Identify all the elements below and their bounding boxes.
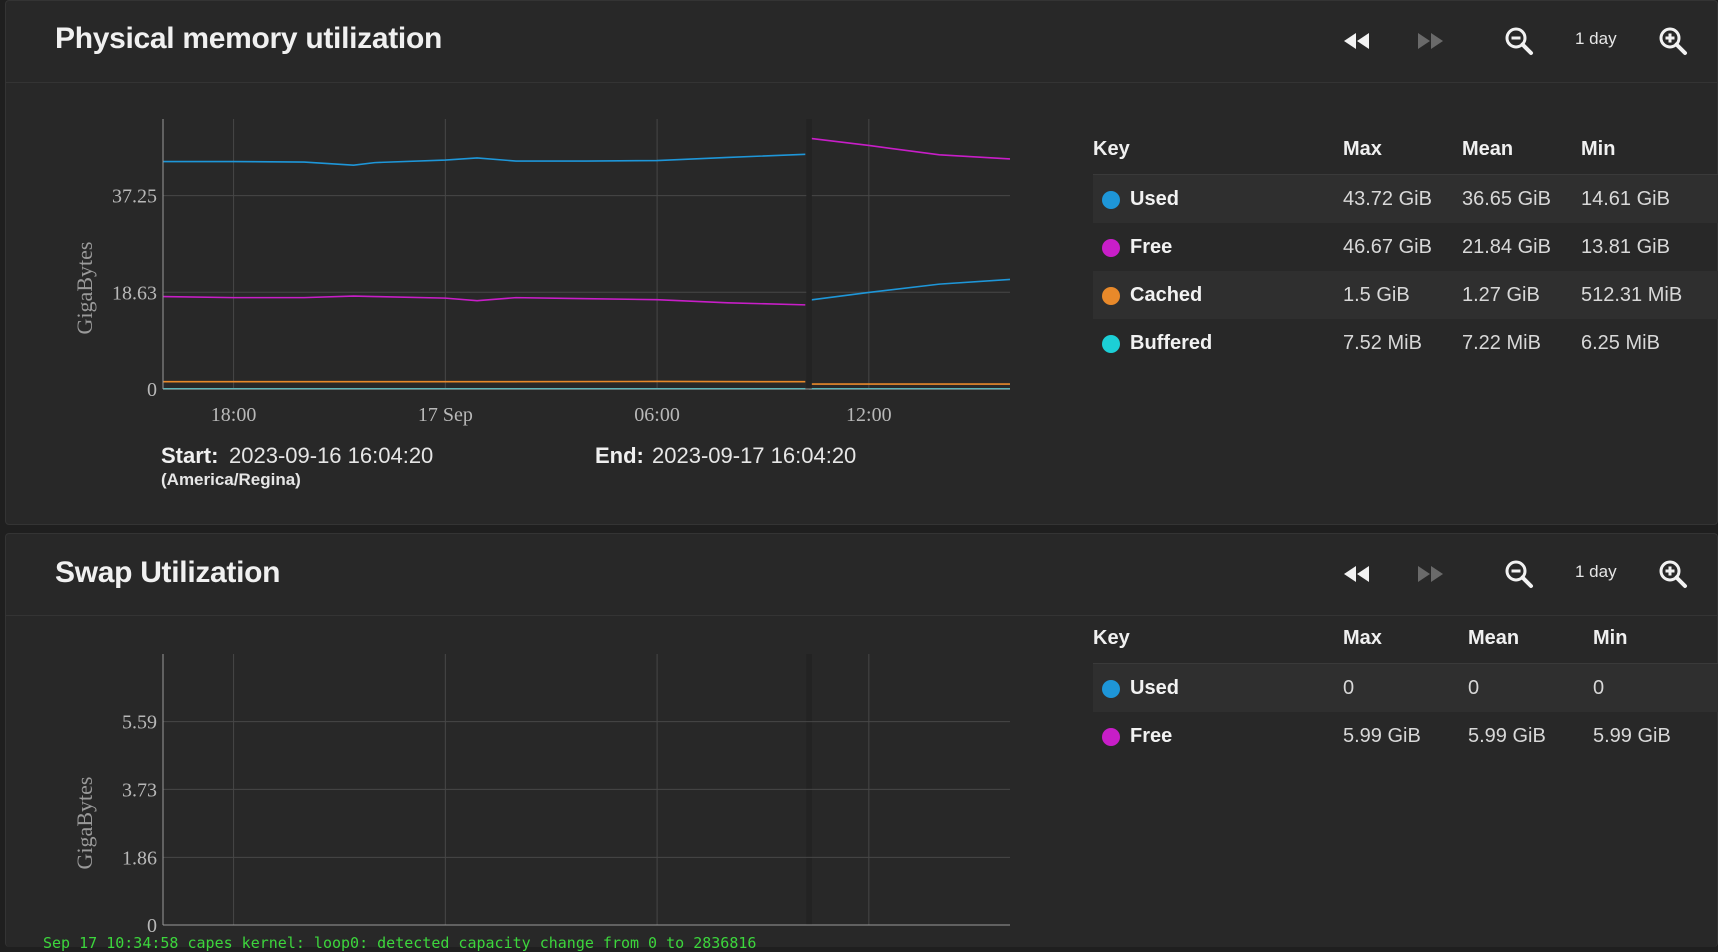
legend-header-min: Min <box>1581 138 1615 161</box>
legend-min: 14.61 GiB <box>1581 188 1670 211</box>
fast-forward-icon <box>1415 564 1445 584</box>
free-color-dot <box>1102 728 1120 746</box>
fast-forward-icon <box>1415 31 1445 51</box>
end-label: End: <box>595 443 644 469</box>
y-tick-label: 0 <box>147 379 157 401</box>
zoom-out-icon <box>1503 25 1535 57</box>
x-tick-label: 18:00 <box>211 404 257 426</box>
rewind-button[interactable] <box>1337 556 1377 592</box>
zoom-level-label: 1 day <box>1575 29 1617 49</box>
legend-row-free[interactable]: Free 46.67 GiB 21.84 GiB 13.81 GiB <box>1093 223 1718 271</box>
timezone-label: (America/Regina) <box>161 470 301 490</box>
legend-mean: 7.22 MiB <box>1462 332 1541 355</box>
legend-mean: 21.84 GiB <box>1462 236 1551 259</box>
legend-mean: 0 <box>1468 677 1479 700</box>
legend-max: 5.99 GiB <box>1343 725 1421 748</box>
swap-legend-table: Key Max Mean Min Used 0 0 0 Free 5.99 Gi… <box>1093 615 1718 760</box>
data-gap <box>806 119 812 389</box>
y-tick-label: 3.73 <box>122 779 157 801</box>
used-color-dot <box>1102 680 1120 698</box>
legend-mean: 36.65 GiB <box>1462 188 1551 211</box>
memory-chart-labels: 37.25 18.63 0 18:00 17 Sep 06:00 12:00 GigaByte… <box>72 186 892 426</box>
swap-panel: Swap Utilization 1 day <box>5 533 1718 947</box>
cached-color-dot <box>1102 287 1120 305</box>
zoom-out-button[interactable] <box>1499 556 1539 592</box>
legend-header-mean: Mean <box>1462 138 1513 161</box>
series-line-free <box>163 296 805 305</box>
rewind-icon <box>1342 564 1372 584</box>
zoom-out-icon <box>1503 558 1535 590</box>
legend-key: Cached <box>1130 284 1202 307</box>
zoom-in-button[interactable] <box>1653 23 1693 59</box>
used-color-dot <box>1102 191 1120 209</box>
legend-header-key: Key <box>1093 138 1130 161</box>
start-label: Start: <box>161 443 218 469</box>
legend-max: 43.72 GiB <box>1343 188 1432 211</box>
legend-header-max: Max <box>1343 138 1382 161</box>
zoom-out-button[interactable] <box>1499 23 1539 59</box>
legend-row-used[interactable]: Used 0 0 0 <box>1093 664 1718 712</box>
legend-header-key: Key <box>1093 627 1130 650</box>
legend-header-row: Key Max Mean Min <box>1093 615 1718 664</box>
legend-min: 13.81 GiB <box>1581 236 1670 259</box>
legend-min: 6.25 MiB <box>1581 332 1660 355</box>
series-line-used <box>809 279 1010 300</box>
legend-key: Free <box>1130 725 1172 748</box>
legend-row-free[interactable]: Free 5.99 GiB 5.99 GiB 5.99 GiB <box>1093 712 1718 760</box>
legend-max: 7.52 MiB <box>1343 332 1422 355</box>
free-color-dot <box>1102 239 1120 257</box>
legend-min: 512.31 MiB <box>1581 284 1682 307</box>
start-value: 2023-09-16 16:04:20 <box>229 443 433 469</box>
legend-max: 46.67 GiB <box>1343 236 1432 259</box>
y-tick-label: 37.25 <box>112 186 157 208</box>
y-axis-title: GigaBytes <box>72 242 97 335</box>
legend-min: 0 <box>1593 677 1604 700</box>
y-tick-label: 1.86 <box>122 847 157 869</box>
zoom-level-label: 1 day <box>1575 562 1617 582</box>
memory-chart-axes <box>163 119 1010 389</box>
end-value: 2023-09-17 16:04:20 <box>652 443 856 469</box>
legend-header-row: Key Max Mean Min <box>1093 126 1718 175</box>
legend-key: Used <box>1130 188 1179 211</box>
legend-row-buffered[interactable]: Buffered 7.52 MiB 7.22 MiB 6.25 MiB <box>1093 319 1718 367</box>
zoom-in-icon <box>1657 25 1689 57</box>
memory-chart-grid <box>163 119 1010 389</box>
legend-header-max: Max <box>1343 627 1382 650</box>
swap-chart-grid <box>163 654 1010 925</box>
legend-key: Free <box>1130 236 1172 259</box>
zoom-in-icon <box>1657 558 1689 590</box>
memory-legend-table: Key Max Mean Min Used 43.72 GiB 36.65 Gi… <box>1093 126 1718 367</box>
legend-max: 0 <box>1343 677 1354 700</box>
memory-panel: Physical memory utilization 1 day <box>5 0 1718 525</box>
legend-max: 1.5 GiB <box>1343 284 1410 307</box>
console-log-line: Sep 17 10:34:58 capes kernel: loop0: det… <box>43 934 756 952</box>
series-line-free <box>809 138 1010 159</box>
legend-header-mean: Mean <box>1468 627 1519 650</box>
legend-key: Buffered <box>1130 332 1212 355</box>
fast-forward-button[interactable] <box>1410 23 1450 59</box>
legend-mean: 1.27 GiB <box>1462 284 1540 307</box>
memory-chart-series <box>163 119 1010 389</box>
x-tick-label: 06:00 <box>634 404 680 426</box>
memory-chart: 37.25 18.63 0 18:00 17 Sep 06:00 12:00 GigaByte… <box>6 1 1046 431</box>
zoom-in-button[interactable] <box>1653 556 1693 592</box>
rewind-icon <box>1342 31 1372 51</box>
rewind-button[interactable] <box>1337 23 1377 59</box>
legend-mean: 5.99 GiB <box>1468 725 1546 748</box>
x-tick-label: 12:00 <box>846 404 892 426</box>
buffered-color-dot <box>1102 335 1120 353</box>
legend-row-cached[interactable]: Cached 1.5 GiB 1.27 GiB 512.31 MiB <box>1093 271 1718 319</box>
fast-forward-button[interactable] <box>1410 556 1450 592</box>
series-line-used <box>163 154 805 165</box>
y-axis-title: GigaBytes <box>72 777 97 870</box>
legend-row-used[interactable]: Used 43.72 GiB 36.65 GiB 14.61 GiB <box>1093 175 1718 223</box>
legend-header-min: Min <box>1593 627 1627 650</box>
y-tick-label: 18.63 <box>112 282 157 304</box>
y-tick-label: 5.59 <box>122 712 157 734</box>
legend-key: Used <box>1130 677 1179 700</box>
legend-min: 5.99 GiB <box>1593 725 1671 748</box>
x-tick-label: 17 Sep <box>418 404 473 426</box>
